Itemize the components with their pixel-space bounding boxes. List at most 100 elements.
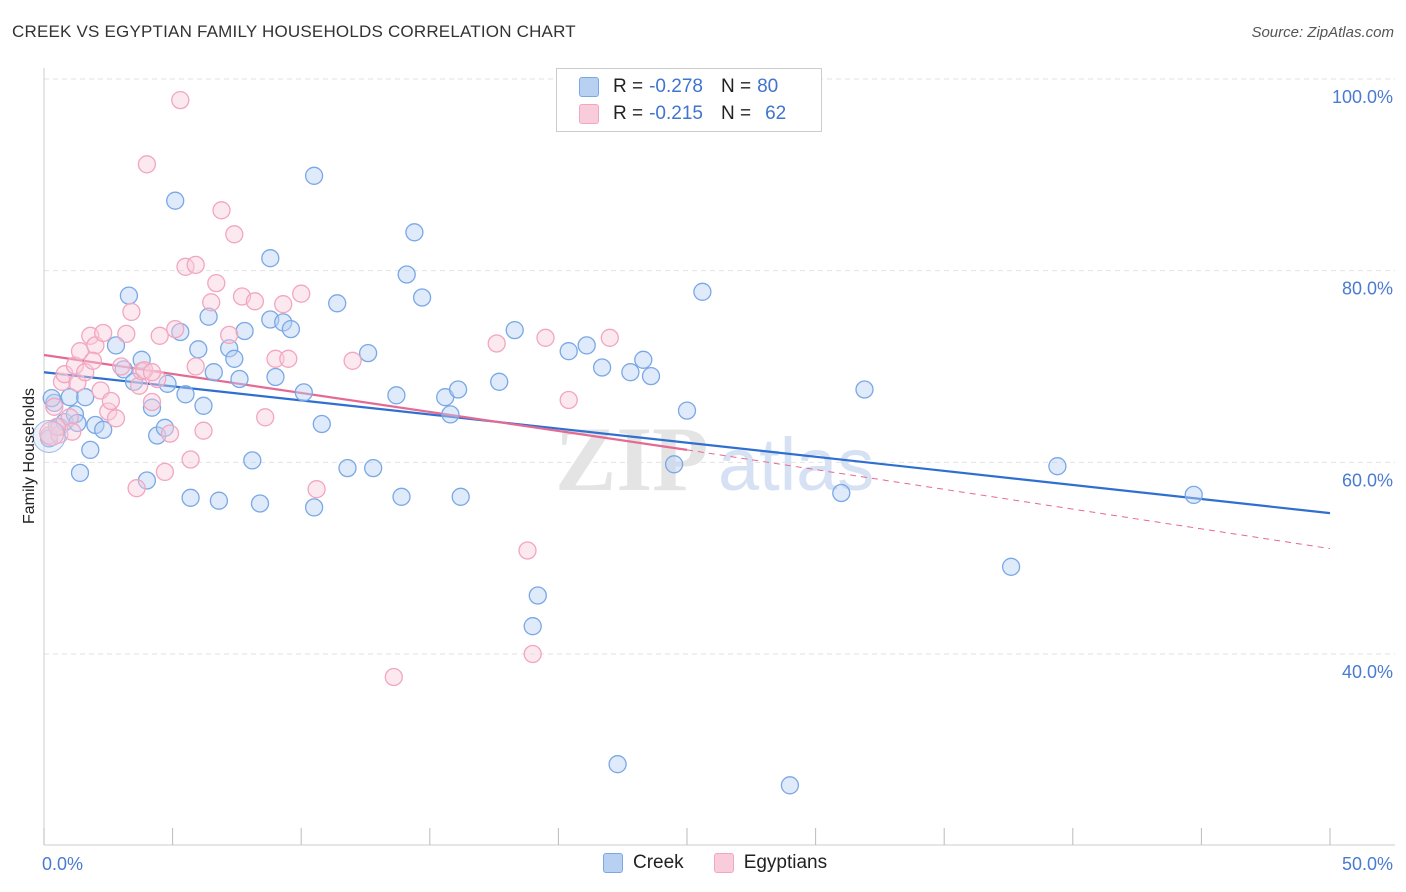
point-egyptians-6[interactable] bbox=[63, 422, 82, 441]
point-creek-36[interactable] bbox=[250, 494, 270, 513]
point-creek-59[interactable] bbox=[505, 320, 524, 340]
legend-item-creek[interactable]: Creek bbox=[603, 852, 684, 874]
point-egyptians-1[interactable] bbox=[45, 397, 64, 416]
point-egyptians-54[interactable] bbox=[559, 390, 578, 410]
point-egyptians-58[interactable] bbox=[47, 417, 67, 437]
point-creek-39[interactable] bbox=[266, 367, 285, 387]
point-egyptians-43[interactable] bbox=[256, 408, 275, 427]
point-creek-26[interactable] bbox=[189, 340, 208, 359]
point-egyptians-21[interactable] bbox=[127, 479, 146, 498]
point-creek-30[interactable] bbox=[209, 491, 229, 510]
point-egyptians-40[interactable] bbox=[225, 225, 244, 244]
point-creek-77[interactable] bbox=[1184, 485, 1203, 505]
point-creek-53[interactable] bbox=[412, 288, 432, 307]
point-creek-29[interactable] bbox=[204, 363, 223, 382]
point-creek-13[interactable] bbox=[114, 360, 133, 379]
point-egyptians-49[interactable] bbox=[343, 351, 362, 370]
point-creek-27[interactable] bbox=[194, 396, 213, 415]
point-egyptians-16[interactable] bbox=[101, 391, 121, 411]
point-creek-60[interactable] bbox=[523, 617, 542, 636]
point-creek-12[interactable] bbox=[106, 336, 126, 355]
point-egyptians-29[interactable] bbox=[160, 424, 180, 443]
point-creek-62[interactable] bbox=[559, 342, 578, 361]
point-creek-67[interactable] bbox=[634, 350, 653, 369]
point-egyptians-61[interactable] bbox=[142, 363, 162, 382]
point-creek-35[interactable] bbox=[243, 451, 262, 470]
point-egyptians-18[interactable] bbox=[112, 357, 131, 376]
point-egyptians-44[interactable] bbox=[266, 349, 285, 368]
point-creek-43[interactable] bbox=[304, 166, 324, 185]
point-egyptians-17[interactable] bbox=[106, 409, 126, 428]
point-egyptians-19[interactable] bbox=[117, 324, 136, 344]
point-creek-47[interactable] bbox=[358, 343, 378, 363]
point-egyptians-45[interactable] bbox=[274, 295, 293, 314]
point-egyptians-42[interactable] bbox=[245, 292, 265, 311]
point-egyptians-24[interactable] bbox=[137, 155, 157, 174]
point-creek-66[interactable] bbox=[621, 363, 640, 382]
point-creek-48[interactable] bbox=[364, 458, 383, 478]
point-creek-58[interactable] bbox=[490, 372, 509, 391]
point-creek-69[interactable] bbox=[664, 455, 684, 474]
point-creek-41[interactable] bbox=[281, 319, 301, 339]
point-egyptians-57[interactable] bbox=[83, 351, 103, 370]
point-egyptians-20[interactable] bbox=[122, 302, 141, 322]
point-egyptians-31[interactable] bbox=[171, 90, 190, 110]
point-creek-28[interactable] bbox=[199, 307, 218, 326]
legend-item-egyptians[interactable]: Egyptians bbox=[713, 852, 827, 874]
point-creek-11[interactable] bbox=[94, 420, 113, 439]
point-egyptians-28[interactable] bbox=[155, 462, 175, 482]
point-creek-14[interactable] bbox=[119, 286, 139, 305]
point-creek-45[interactable] bbox=[328, 294, 347, 313]
point-creek-49[interactable] bbox=[387, 386, 406, 405]
point-creek-68[interactable] bbox=[641, 366, 661, 386]
point-creek-44[interactable] bbox=[312, 414, 331, 434]
point-creek-42[interactable] bbox=[294, 383, 313, 402]
point-creek-37[interactable] bbox=[261, 249, 280, 268]
point-creek-76[interactable] bbox=[1048, 457, 1067, 476]
point-creek-21[interactable] bbox=[158, 374, 177, 393]
point-creek-73[interactable] bbox=[832, 483, 851, 503]
point-creek-51[interactable] bbox=[397, 265, 416, 284]
point-egyptians-14[interactable] bbox=[94, 323, 113, 343]
point-creek-25[interactable] bbox=[181, 488, 200, 507]
point-egyptians-56[interactable] bbox=[384, 667, 403, 687]
point-creek-4[interactable] bbox=[60, 388, 79, 407]
point-creek-46[interactable] bbox=[338, 458, 357, 478]
point-egyptians-46[interactable] bbox=[279, 349, 298, 368]
point-egyptians-35[interactable] bbox=[194, 421, 213, 440]
point-creek-50[interactable] bbox=[392, 487, 411, 506]
point-creek-34[interactable] bbox=[235, 321, 254, 341]
point-creek-55[interactable] bbox=[441, 405, 460, 424]
point-egyptians-47[interactable] bbox=[292, 284, 311, 303]
point-creek-8[interactable] bbox=[76, 388, 95, 407]
point-creek-7[interactable] bbox=[70, 463, 90, 483]
point-egyptians-38[interactable] bbox=[212, 201, 231, 220]
point-egyptians-51[interactable] bbox=[518, 541, 537, 560]
point-creek-57[interactable] bbox=[451, 487, 470, 506]
point-creek-79[interactable] bbox=[304, 498, 324, 517]
point-creek-65[interactable] bbox=[608, 755, 627, 774]
point-egyptians-39[interactable] bbox=[220, 325, 239, 345]
point-egyptians-59[interactable] bbox=[186, 357, 205, 376]
point-creek-9[interactable] bbox=[81, 440, 100, 460]
point-creek-64[interactable] bbox=[592, 358, 612, 377]
point-creek-23[interactable] bbox=[171, 322, 190, 342]
point-egyptians-37[interactable] bbox=[207, 273, 226, 293]
point-egyptians-48[interactable] bbox=[307, 480, 326, 499]
point-creek-18[interactable] bbox=[142, 398, 162, 417]
point-egyptians-50[interactable] bbox=[487, 334, 506, 353]
point-creek-72[interactable] bbox=[780, 776, 800, 795]
point-creek-63[interactable] bbox=[577, 336, 596, 355]
point-egyptians-53[interactable] bbox=[536, 328, 555, 347]
point-creek-33[interactable] bbox=[230, 369, 249, 389]
point-creek-75[interactable] bbox=[1001, 557, 1021, 576]
point-egyptians-52[interactable] bbox=[523, 644, 542, 664]
point-creek-74[interactable] bbox=[855, 380, 874, 399]
point-creek-20[interactable] bbox=[155, 418, 175, 437]
point-creek-61[interactable] bbox=[528, 586, 547, 605]
point-egyptians-5[interactable] bbox=[60, 408, 79, 427]
point-creek-31[interactable] bbox=[220, 339, 239, 358]
point-egyptians-55[interactable] bbox=[600, 328, 619, 347]
point-egyptians-36[interactable] bbox=[202, 293, 221, 312]
point-creek-71[interactable] bbox=[693, 282, 712, 301]
